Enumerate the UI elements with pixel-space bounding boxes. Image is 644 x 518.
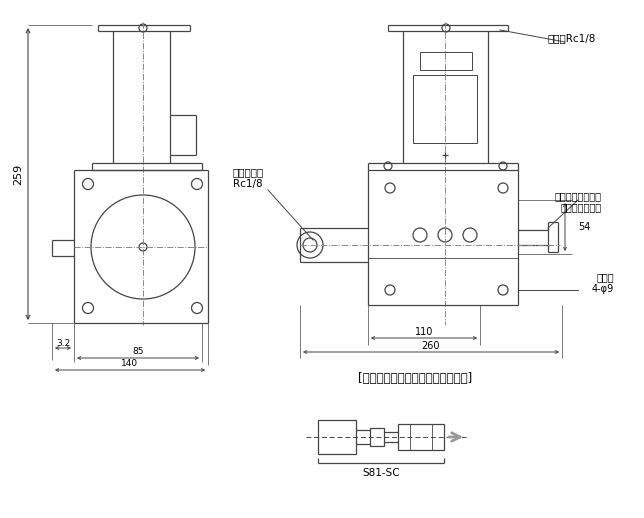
Text: エアー入口
Rc1/8: エアー入口 Rc1/8 <box>232 167 263 189</box>
Text: 3.2: 3.2 <box>56 338 70 348</box>
Text: 110: 110 <box>415 327 433 337</box>
Text: エアー抜きバルブ: エアー抜きバルブ <box>555 191 602 201</box>
Text: 140: 140 <box>122 359 138 368</box>
Text: 54: 54 <box>578 222 591 232</box>
Text: 259: 259 <box>13 163 23 184</box>
Text: 補給口ニップル: 補給口ニップル <box>561 202 602 212</box>
Text: 取付穴
4-φ9: 取付穴 4-φ9 <box>592 272 614 294</box>
Circle shape <box>139 243 147 251</box>
Text: 85: 85 <box>132 348 144 356</box>
Bar <box>398 424 444 450</box>
Text: [吐出口に接続するための配管部品]: [吐出口に接続するための配管部品] <box>358 371 472 384</box>
Text: 260: 260 <box>422 341 440 351</box>
Bar <box>420 52 472 70</box>
Bar <box>413 75 477 143</box>
Bar <box>318 420 356 454</box>
Bar <box>370 428 384 446</box>
Text: 吐出口Rc1/8: 吐出口Rc1/8 <box>547 33 596 43</box>
Text: S81-SC: S81-SC <box>362 468 400 478</box>
